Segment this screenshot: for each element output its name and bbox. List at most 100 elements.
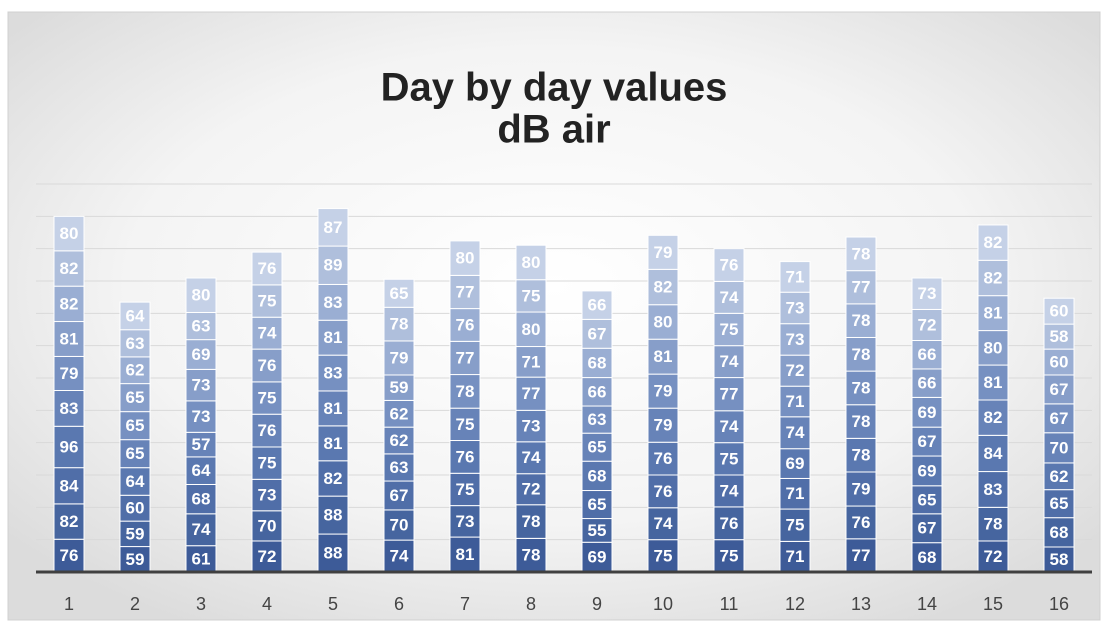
data-label: 74: [720, 417, 739, 436]
bar-segment: [581, 347, 613, 379]
data-label: 73: [456, 512, 475, 531]
bar-segment: [1043, 374, 1075, 405]
bar-segment: [251, 316, 283, 350]
data-label: 73: [522, 417, 541, 436]
data-label: 69: [786, 454, 805, 473]
bar-segment: [845, 270, 877, 305]
data-label: 63: [192, 317, 211, 336]
bar-segment: [713, 312, 745, 347]
bar-segment: [515, 346, 547, 378]
data-label: 60: [1050, 353, 1069, 372]
data-label: 80: [984, 338, 1003, 357]
data-label: 79: [654, 382, 673, 401]
bar-segment: [1043, 403, 1075, 434]
bar-segment: [119, 411, 151, 441]
bar-segment: [845, 404, 877, 439]
data-label: 81: [324, 434, 343, 453]
bar-segment: [911, 277, 943, 310]
bar-segment: [977, 224, 1009, 261]
bar-segment: [515, 473, 547, 506]
data-label: 55: [588, 521, 607, 540]
x-tick-label: 6: [394, 594, 404, 614]
data-label: 75: [720, 546, 739, 565]
data-label: 79: [60, 364, 79, 383]
bar-segment: [977, 259, 1009, 297]
data-label: 82: [60, 259, 79, 278]
data-label: 74: [258, 324, 277, 343]
data-label: 82: [984, 268, 1003, 287]
data-label: 69: [918, 403, 937, 422]
data-label: 74: [720, 481, 739, 500]
data-label: 77: [522, 384, 541, 403]
data-label: 75: [720, 320, 739, 339]
bar-segment: [977, 330, 1009, 366]
data-label: 76: [258, 421, 277, 440]
bar-segment: [779, 508, 811, 542]
bar-segment: [53, 355, 85, 392]
bar-segment: [911, 513, 943, 544]
bar-segment: [53, 285, 85, 323]
bar-segment: [911, 485, 943, 515]
x-tick-label: 13: [851, 594, 871, 614]
data-label: 67: [918, 519, 937, 538]
bar-segment: [647, 268, 679, 306]
bar-segment: [911, 339, 943, 370]
data-label: 65: [126, 416, 145, 435]
data-label: 58: [1050, 550, 1069, 569]
bar-segment: [647, 441, 679, 476]
data-label: 58: [1050, 327, 1069, 346]
data-label: 76: [654, 482, 673, 501]
data-label: 77: [720, 385, 739, 404]
bar-segment: [713, 506, 745, 541]
data-label: 78: [984, 515, 1003, 534]
data-label: 71: [786, 267, 805, 286]
data-label: 76: [720, 514, 739, 533]
data-label: 82: [60, 512, 79, 531]
bar-segment: [317, 208, 349, 247]
data-label: 81: [324, 399, 343, 418]
bar-segment: [449, 536, 481, 573]
bar-segment: [515, 279, 547, 313]
chart-title: dB air: [497, 108, 610, 152]
bar-segment: [515, 376, 547, 411]
x-tick-label: 9: [592, 594, 602, 614]
data-label: 64: [126, 306, 145, 325]
data-label: 65: [588, 438, 607, 457]
bar-segment: [977, 434, 1009, 473]
bar-segment: [185, 277, 217, 313]
bar-segment: [449, 374, 481, 409]
bar-segment: [647, 338, 679, 375]
bar-segment: [53, 250, 85, 287]
data-label: 87: [324, 218, 343, 237]
data-label: 77: [456, 348, 475, 367]
bar-segment: [1043, 432, 1075, 464]
data-label: 88: [324, 544, 343, 563]
data-label: 73: [918, 284, 937, 303]
bar-segment: [977, 399, 1009, 436]
x-tick-label: 4: [262, 594, 272, 614]
bar-segment: [449, 340, 481, 376]
data-label: 78: [852, 244, 871, 263]
x-tick-label: 15: [983, 594, 1003, 614]
data-label: 71: [786, 392, 805, 411]
data-label: 70: [390, 515, 409, 534]
bar-segment: [53, 215, 85, 252]
bar-segment: [515, 244, 547, 281]
data-label: 83: [60, 399, 79, 418]
data-label: 81: [456, 545, 475, 564]
data-label: 84: [984, 444, 1003, 463]
data-label: 80: [654, 312, 673, 331]
bar-segment: [449, 407, 481, 442]
data-label: 64: [126, 472, 145, 491]
data-label: 75: [258, 389, 277, 408]
data-label: 82: [984, 233, 1003, 252]
bar-segment: [383, 453, 415, 482]
bar-segment: [647, 234, 679, 270]
data-label: 67: [390, 486, 409, 505]
data-label: 75: [456, 480, 475, 499]
data-label: 81: [324, 328, 343, 347]
data-label: 78: [852, 412, 871, 431]
data-label: 67: [1050, 409, 1069, 428]
data-label: 71: [522, 352, 541, 371]
